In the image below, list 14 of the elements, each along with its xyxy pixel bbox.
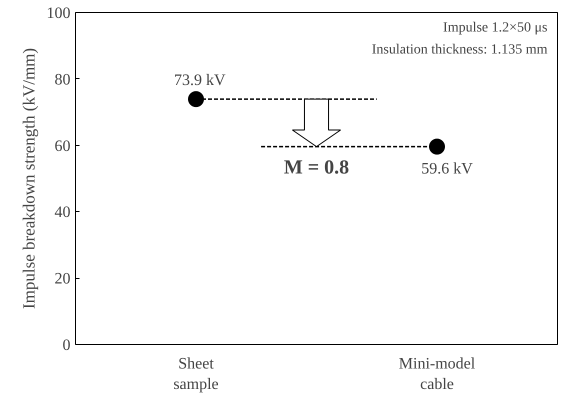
y-tick-label: 20	[54, 270, 70, 288]
x-tick-label: Mini-model cable	[398, 356, 476, 393]
x-tick-label: Sheet sample	[173, 356, 219, 393]
data-label: 59.6 kV	[421, 160, 474, 178]
y-tick-label: 0	[62, 337, 70, 354]
data-label: 73.9 kV	[174, 72, 226, 90]
y-tick-label: 80	[54, 71, 70, 88]
y-tick-label: 60	[54, 138, 70, 155]
y-tick-label: 100	[46, 5, 70, 22]
y-tick-label: 40	[54, 204, 70, 222]
annotation: Insulation thickness: 1.135 mm	[372, 42, 548, 58]
annotation: M = 0.8	[284, 156, 350, 179]
annotation: Impulse 1.2×50 μs	[443, 20, 548, 36]
y-axis-title: Impulse breakdown strength (kV/mm)	[20, 48, 38, 310]
